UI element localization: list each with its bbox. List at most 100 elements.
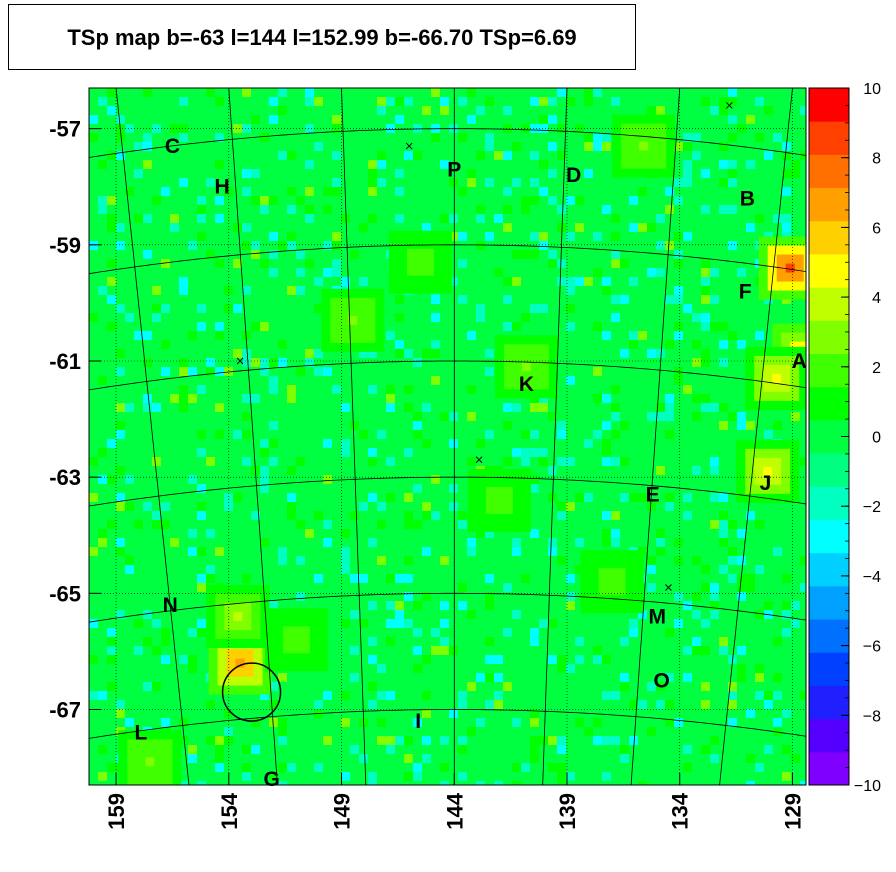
heatmap-cell: [476, 718, 485, 727]
heatmap-cell: [287, 763, 296, 772]
heatmap-cell: [323, 439, 332, 448]
heatmap-cell: [746, 196, 755, 205]
x-axis: 159 154 149 144 139 134 129: [104, 773, 805, 830]
heatmap-cell: [404, 511, 413, 520]
heatmap-cell: [413, 520, 422, 529]
heatmap-cell: [161, 340, 170, 349]
heatmap-cell: [179, 358, 188, 367]
heatmap-cell: [638, 187, 647, 196]
heatmap-cell: [179, 736, 188, 745]
heatmap-cell: [521, 430, 530, 439]
heatmap-cell: [746, 709, 755, 718]
heatmap-cell: [665, 628, 674, 637]
heatmap-cell: [224, 304, 233, 313]
heatmap-cell: [737, 412, 746, 421]
heatmap-cell: [683, 493, 692, 502]
heatmap-cell: [449, 232, 458, 241]
heatmap-cell: [449, 709, 458, 718]
heatmap-cell: [602, 286, 611, 295]
heatmap-cell: [530, 124, 539, 133]
heatmap-cell: [719, 493, 728, 502]
source-marker: [236, 357, 244, 365]
hotspot: [233, 612, 243, 622]
heatmap-cell: [377, 97, 386, 106]
heatmap-cell: [548, 259, 557, 268]
heatmap-cell: [116, 709, 125, 718]
colorbar: 10 8 6 4 2 0 −2 −4 −6 −8 −10: [808, 81, 881, 795]
heatmap-cell: [368, 160, 377, 169]
heatmap-cell: [215, 547, 224, 556]
heatmap-cell: [305, 349, 314, 358]
heatmap-cell: [683, 178, 692, 187]
heatmap-cell: [125, 403, 134, 412]
heatmap-cell: [98, 448, 107, 457]
heatmap-cell: [746, 511, 755, 520]
heatmap-cell: [395, 610, 404, 619]
heatmap-cell: [269, 772, 278, 781]
heatmap-cell: [611, 538, 620, 547]
heatmap-cell: [224, 367, 233, 376]
heatmap-cell: [656, 268, 665, 277]
heatmap-cell: [701, 295, 710, 304]
heatmap-cell: [269, 601, 278, 610]
heatmap-cell: [188, 628, 197, 637]
heatmap-cell: [674, 592, 683, 601]
heatmap-cell: [728, 133, 737, 142]
heatmap-cell: [521, 196, 530, 205]
heatmap-cell: [629, 493, 638, 502]
heatmap-cell: [323, 736, 332, 745]
heatmap-cell: [224, 727, 233, 736]
heatmap-cell: [629, 700, 638, 709]
heatmap-cell: [431, 511, 440, 520]
heatmap-cell: [629, 340, 638, 349]
heatmap-cell: [503, 322, 512, 331]
heatmap-cell: [728, 88, 737, 97]
heatmap-cell: [710, 493, 719, 502]
heatmap-cell: [647, 223, 656, 232]
heatmap-cell: [656, 682, 665, 691]
heatmap-cell: [773, 673, 782, 682]
heatmap-cell: [620, 493, 629, 502]
heatmap-cell: [161, 187, 170, 196]
heatmap-cell: [377, 556, 386, 565]
heatmap-cell: [665, 340, 674, 349]
heatmap-cell: [89, 313, 98, 322]
heatmap-cell: [269, 457, 278, 466]
heatmap-cell: [251, 196, 260, 205]
heatmap-cell: [494, 673, 503, 682]
heatmap-cell: [260, 691, 269, 700]
heatmap-cell: [107, 520, 116, 529]
heatmap-cell: [539, 124, 548, 133]
heatmap-cell: [656, 412, 665, 421]
heatmap-cell: [791, 754, 800, 763]
heatmap-cell: [386, 736, 395, 745]
heatmap-cell: [116, 493, 125, 502]
heatmap-cell: [152, 196, 161, 205]
heatmap-cell: [242, 574, 251, 583]
heatmap-cell: [143, 88, 152, 97]
heatmap-cell: [152, 619, 161, 628]
heatmap-cell: [368, 214, 377, 223]
heatmap-cell: [368, 637, 377, 646]
heatmap-cell: [224, 709, 233, 718]
heatmap-cell: [287, 385, 296, 394]
heatmap-cell: [449, 178, 458, 187]
heatmap-cell: [485, 601, 494, 610]
heatmap-cell: [593, 736, 602, 745]
heatmap-cell: [413, 430, 422, 439]
heatmap-cell: [395, 340, 404, 349]
heatmap-cell: [458, 700, 467, 709]
heatmap-cell: [692, 466, 701, 475]
heatmap-cell: [242, 430, 251, 439]
heatmap-cell: [539, 394, 548, 403]
heatmap-cell: [530, 718, 539, 727]
heatmap-cell: [530, 97, 539, 106]
heatmap-cell: [764, 700, 773, 709]
heatmap-cell: [701, 313, 710, 322]
heatmap-cell: [665, 394, 674, 403]
heatmap-cell: [548, 115, 557, 124]
heatmap-cell: [503, 124, 512, 133]
heatmap-cell: [458, 97, 467, 106]
heatmap-cell: [296, 520, 305, 529]
heatmap-cell: [143, 610, 152, 619]
